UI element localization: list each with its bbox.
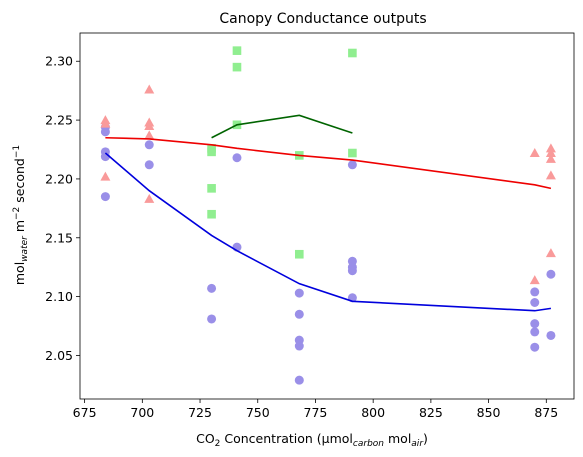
data-point-triangle [144, 84, 155, 94]
data-point-triangle [100, 171, 111, 181]
x-tick-label: 750 [246, 405, 270, 420]
x-tick-label: 675 [73, 405, 97, 420]
trend-line-0 [104, 152, 552, 312]
data-point-square [207, 209, 216, 219]
plot-area [100, 46, 556, 385]
data-point-square [348, 48, 357, 58]
data-point-circle [207, 283, 217, 293]
data-point-triangle [529, 148, 540, 158]
x-tick-label: 775 [304, 405, 328, 420]
x-tick-label: 850 [477, 405, 501, 420]
data-point-triangle [529, 275, 540, 285]
data-point-circle [100, 127, 110, 137]
x-tick-label: 700 [130, 405, 154, 420]
data-point-circle [144, 140, 154, 150]
data-point-square [232, 62, 242, 72]
y-tick-label: 2.10 [45, 289, 73, 304]
data-point-triangle [545, 248, 556, 258]
data-point-circle [347, 160, 357, 170]
chart-title: Canopy Conductance outputs [219, 11, 426, 27]
data-point-circle [530, 327, 540, 337]
y-tick-label: 2.30 [45, 54, 73, 69]
data-point-triangle [545, 148, 556, 158]
data-point-triangle [100, 118, 111, 128]
data-point-circle [530, 297, 540, 307]
data-point-square [207, 184, 216, 193]
scatter-series-circle [100, 122, 556, 385]
data-point-square [232, 46, 242, 55]
scatter-series-triangle [100, 84, 556, 285]
plot-frame [79, 32, 575, 400]
data-point-circle [294, 375, 304, 385]
data-point-triangle [144, 193, 155, 203]
data-point-circle [546, 269, 556, 279]
data-point-circle [530, 319, 540, 329]
data-point-triangle [545, 143, 556, 153]
lines-layer [104, 114, 552, 312]
data-point-square [207, 147, 216, 157]
points-layer [100, 46, 556, 385]
data-point-square [294, 249, 304, 259]
y-tick-label: 2.05 [45, 348, 73, 363]
data-point-triangle [144, 120, 155, 130]
y-axis-label: molwater m−2 second−1 [12, 145, 30, 285]
data-point-circle [294, 309, 304, 319]
y-axis-ticks: 2.05 2.10 2.15 2.20 2.25 2.30 [45, 54, 80, 363]
trend-line-1 [105, 136, 552, 190]
data-point-circle [530, 342, 540, 352]
data-point-circle [207, 314, 217, 324]
data-point-circle [347, 266, 357, 276]
y-tick-label: 2.25 [45, 113, 73, 128]
data-point-triangle [144, 130, 155, 140]
x-tick-label: 800 [361, 405, 385, 420]
x-axis-ticks: 675 700 725 750 775 800 825 850 875 [73, 399, 558, 420]
y-tick-label: 2.15 [45, 230, 73, 245]
x-axis-label: CO2 Concentration (μmolcarbon molair) [196, 431, 428, 449]
data-point-circle [232, 153, 242, 163]
data-point-square [348, 148, 357, 158]
data-point-circle [144, 160, 154, 170]
x-tick-label: 875 [534, 405, 558, 420]
data-point-circle [530, 287, 540, 297]
data-point-circle [294, 341, 304, 351]
data-point-triangle [545, 153, 556, 163]
data-point-circle [546, 330, 556, 340]
trend-line-2 [211, 114, 353, 139]
data-point-triangle [545, 170, 556, 180]
x-tick-label: 725 [188, 405, 212, 420]
y-tick-label: 2.20 [45, 171, 73, 186]
data-point-circle [100, 192, 110, 202]
data-point-circle [294, 288, 304, 298]
x-tick-label: 825 [419, 405, 443, 420]
